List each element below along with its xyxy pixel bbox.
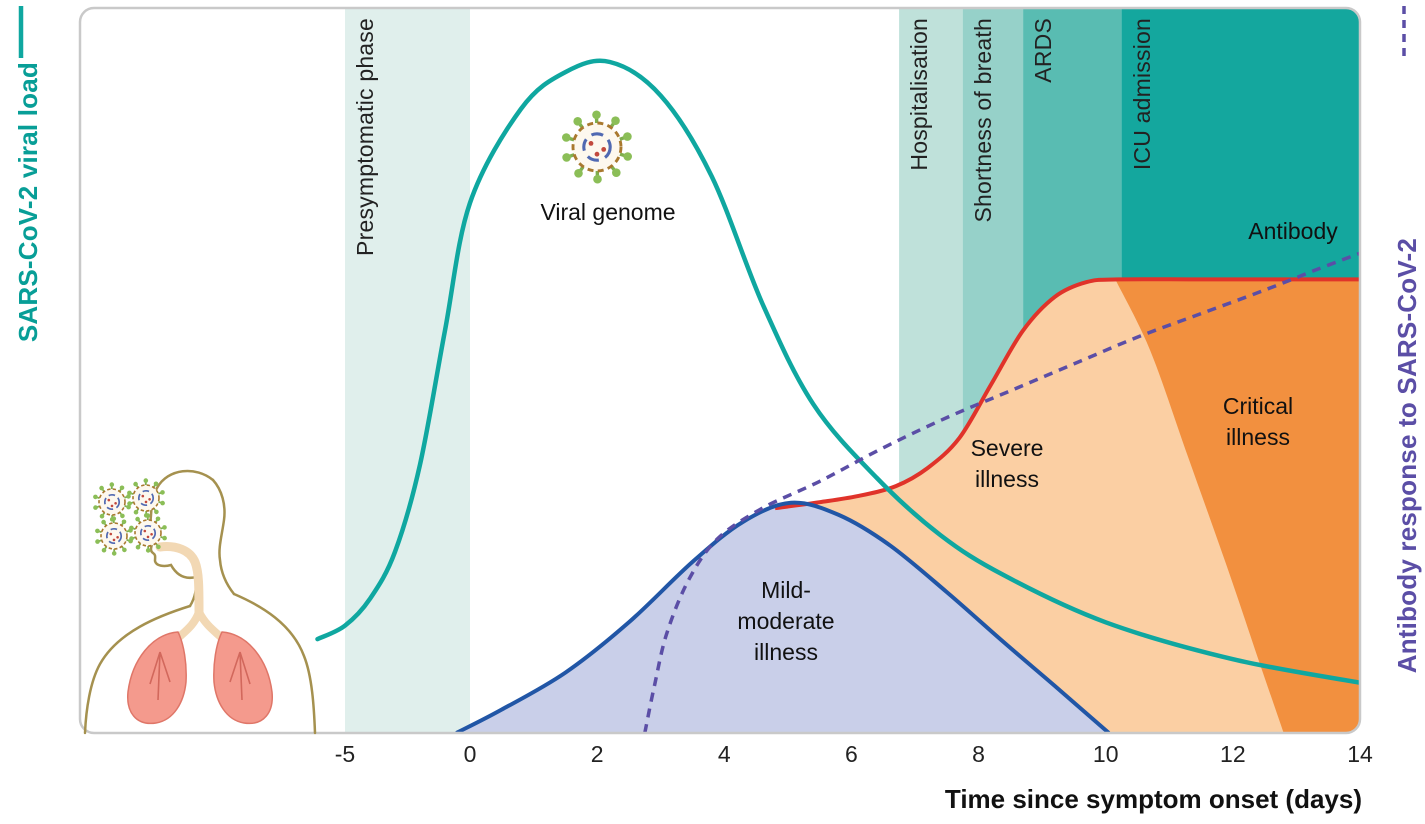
plot-area <box>315 8 1360 733</box>
viral-genome-virus-icon <box>562 110 632 184</box>
plot-border <box>78 6 1362 735</box>
band-label-ards: ARDS <box>1030 18 1057 83</box>
band-label-icu-admission: ICU admission <box>1128 18 1155 171</box>
x-tick-label: 0 <box>463 741 477 767</box>
mild-moderate-illness-label: Mild- moderate illness <box>737 577 835 665</box>
mild-illness-curve <box>455 500 1111 733</box>
x-tick-label: 2 <box>590 741 604 767</box>
trachea <box>155 542 204 617</box>
critical-illness-label: Critical illness <box>1222 393 1294 450</box>
x-tick-label: 14 <box>1347 741 1373 767</box>
x-tick-label: 4 <box>717 741 731 767</box>
virus-icon <box>127 478 165 518</box>
severe-illness-curve <box>774 277 1360 511</box>
x-tick-label: 12 <box>1220 741 1246 767</box>
x-tick-label: 8 <box>972 741 985 767</box>
band-label-shortness-of-breath: Shortness of breath <box>969 18 996 223</box>
critical-illness-area <box>1115 279 1360 733</box>
band-label-hospitalisation: Hospitalisation <box>906 18 933 171</box>
band-label-presymptomatic: Presymptomatic phase <box>352 18 378 256</box>
severe-illness-label: Severe illness <box>970 435 1044 492</box>
mild-illness-area <box>456 502 1109 733</box>
x-axis-title: Time since symptom onset (days) <box>944 784 1362 814</box>
virus-icon <box>129 513 167 553</box>
right-axis-title: Antibody response to SARS-CoV-2 <box>1392 238 1422 674</box>
x-tick-label: -5 <box>334 741 356 767</box>
right-lung <box>213 631 273 725</box>
x-tick-label: 10 <box>1092 741 1119 767</box>
human-figure-illustration <box>83 469 317 735</box>
virus-icon <box>95 516 133 556</box>
antibody-label: Antibody <box>1248 218 1338 244</box>
viral-load-curve <box>315 58 1360 685</box>
band-presymptomatic <box>345 8 470 733</box>
virus-icon <box>93 482 131 522</box>
left-lung <box>127 631 187 725</box>
antibody-curve <box>643 251 1360 733</box>
left-axis-title: SARS-CoV-2 viral load <box>13 62 43 343</box>
x-tick-label: 6 <box>845 741 858 767</box>
viral-genome-label: Viral genome <box>540 199 676 225</box>
